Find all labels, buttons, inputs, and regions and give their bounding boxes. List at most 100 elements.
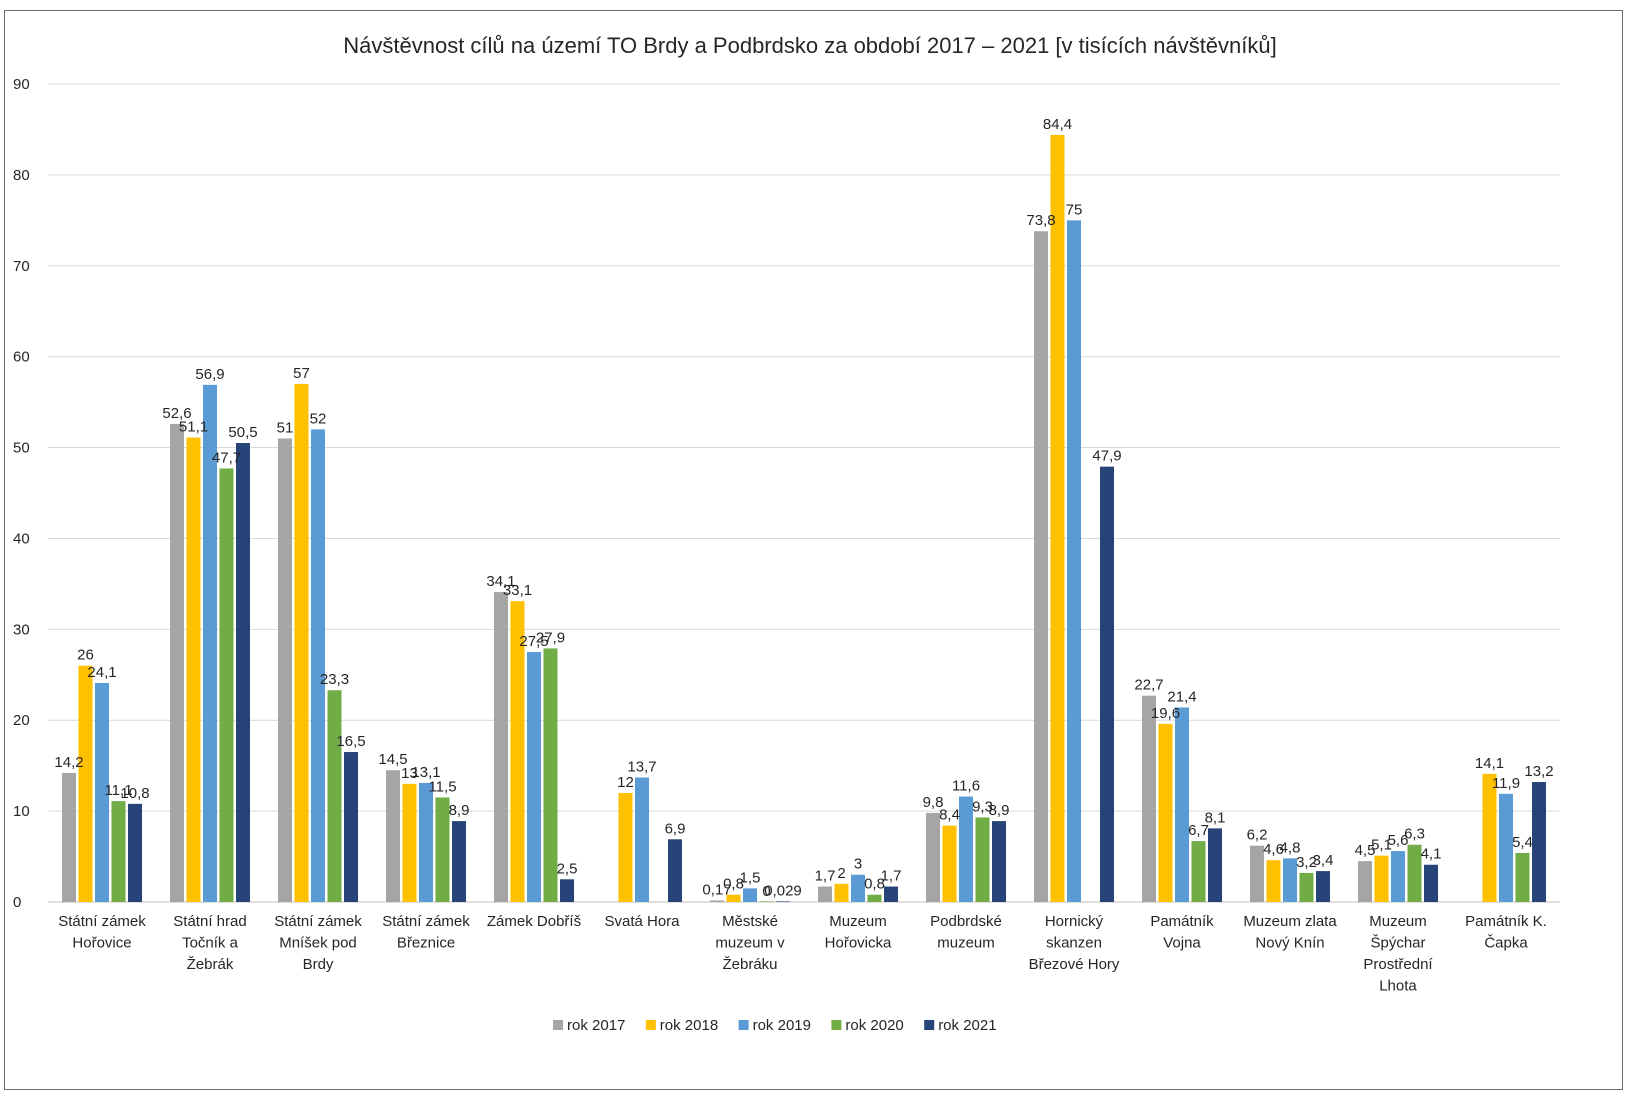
- data-label: 27,5: [519, 633, 548, 650]
- data-label: 6,9: [665, 820, 686, 837]
- data-label: 14,2: [54, 754, 83, 771]
- category-label: Státní zámek Mníšek pod Brdy: [274, 913, 362, 973]
- data-label: 50,5: [228, 424, 257, 441]
- y-tick-label: 20: [13, 712, 30, 729]
- bar: [278, 438, 292, 902]
- bar: [1208, 828, 1222, 902]
- legend-swatch: [553, 1020, 563, 1030]
- bar: [618, 792, 633, 902]
- data-label: 16,5: [336, 733, 365, 750]
- data-label: 11,1: [104, 782, 132, 799]
- bar: [975, 817, 990, 902]
- category-label: Muzeum Hořovicka: [825, 913, 892, 952]
- bar: [1191, 841, 1206, 902]
- data-label: 47,7: [212, 449, 241, 466]
- bar: [62, 772, 76, 902]
- data-label: 23,3: [320, 671, 349, 688]
- data-label: 6,2: [1247, 827, 1268, 844]
- y-tick-label: 30: [13, 621, 30, 638]
- category-label: Památník Vojna: [1150, 913, 1214, 952]
- bar: [743, 888, 757, 902]
- data-label: 1,5: [740, 869, 761, 886]
- data-label: 14,5: [378, 751, 407, 768]
- data-label: 4,6: [1263, 841, 1284, 858]
- data-label: 11,9: [1492, 775, 1520, 792]
- bar: [219, 468, 234, 902]
- data-label: 0,8: [864, 876, 885, 893]
- bar: [926, 812, 940, 902]
- bar: [942, 825, 957, 902]
- bar: [1374, 855, 1389, 902]
- legend-label: rok 2018: [660, 1017, 718, 1034]
- bar: [170, 423, 184, 902]
- data-label: 75: [1066, 201, 1083, 218]
- data-label: 3,4: [1313, 852, 1334, 869]
- data-label: 12: [617, 774, 634, 791]
- category-label: Hornický skanzen Březové Hory: [1029, 913, 1120, 973]
- bar: [344, 752, 358, 902]
- legend-swatch: [738, 1020, 749, 1030]
- legend-label: rok 2019: [753, 1017, 811, 1034]
- data-label: 3: [854, 856, 862, 873]
- legend-label: rok 2020: [845, 1017, 903, 1034]
- data-label: 8,1: [1205, 809, 1226, 826]
- data-label: 1,7: [815, 868, 836, 885]
- data-label: 8,4: [939, 807, 960, 824]
- data-label: 2: [837, 865, 845, 882]
- bar: [111, 801, 126, 902]
- category-label: Muzeum Špýchar Prostřední Lhota: [1363, 913, 1433, 995]
- bar: [884, 886, 898, 902]
- bar: [867, 894, 882, 902]
- data-label: 47,9: [1092, 448, 1121, 465]
- data-label: 1,7: [881, 868, 902, 885]
- bar: [527, 652, 541, 902]
- data-label: 84,4: [1043, 116, 1072, 133]
- bar: [543, 648, 558, 902]
- data-label: 24,1: [87, 664, 116, 681]
- bar: [1034, 231, 1048, 903]
- data-label: 21,4: [1167, 688, 1196, 705]
- bar: [776, 901, 790, 902]
- y-tick-label: 60: [13, 349, 30, 366]
- bar: [834, 883, 849, 902]
- bar: [294, 383, 309, 902]
- bar: [1316, 871, 1330, 902]
- bars: [62, 134, 1546, 903]
- data-label: 51: [277, 419, 294, 436]
- data-label: 26: [77, 647, 94, 664]
- bar: [1283, 858, 1297, 902]
- bar: [494, 592, 508, 902]
- data-label: 19,6: [1151, 705, 1180, 722]
- bar: [1391, 851, 1405, 902]
- legend-swatch: [924, 1020, 935, 1030]
- bar: [1158, 723, 1173, 902]
- y-tick-label: 70: [13, 258, 30, 275]
- bar: [435, 797, 450, 902]
- bar: [818, 886, 832, 902]
- data-label: 5,6: [1388, 832, 1409, 849]
- data-label: 27,9: [536, 629, 565, 646]
- data-label: 57: [293, 365, 310, 382]
- y-tick-label: 10: [13, 803, 30, 820]
- legend: rok 2017 rok 2018 rok 2019 rok 2020 rok 2021: [553, 1017, 997, 1034]
- data-label: 13,2: [1524, 763, 1553, 780]
- y-axis-ticks: 0 10 20 30 40 50 60 70 80 90: [13, 76, 30, 911]
- data-label: 33,1: [503, 582, 532, 599]
- category-label: Městské muzeum v Žebráku: [715, 913, 785, 973]
- category-label: Podbrdské muzeum: [930, 913, 1002, 952]
- category-label: Památník K. Čapka: [1465, 913, 1547, 952]
- data-label: 5,4: [1512, 834, 1533, 851]
- bar: [419, 782, 433, 902]
- category-label: Muzeum zlata Nový Knín: [1243, 913, 1337, 952]
- data-label: 13: [401, 765, 418, 782]
- legend-label: rok 2017: [567, 1017, 625, 1034]
- legend-label: rok 2021: [938, 1017, 996, 1034]
- bar: [78, 665, 93, 902]
- bar: [1407, 844, 1422, 902]
- bar: [668, 839, 682, 902]
- chart-frame: Návštěvnost cílů na území TO Brdy a Podb…: [4, 10, 1623, 1090]
- bar: [1532, 782, 1546, 902]
- category-label: Svatá Hora: [604, 913, 680, 930]
- data-label: 10,8: [120, 785, 149, 802]
